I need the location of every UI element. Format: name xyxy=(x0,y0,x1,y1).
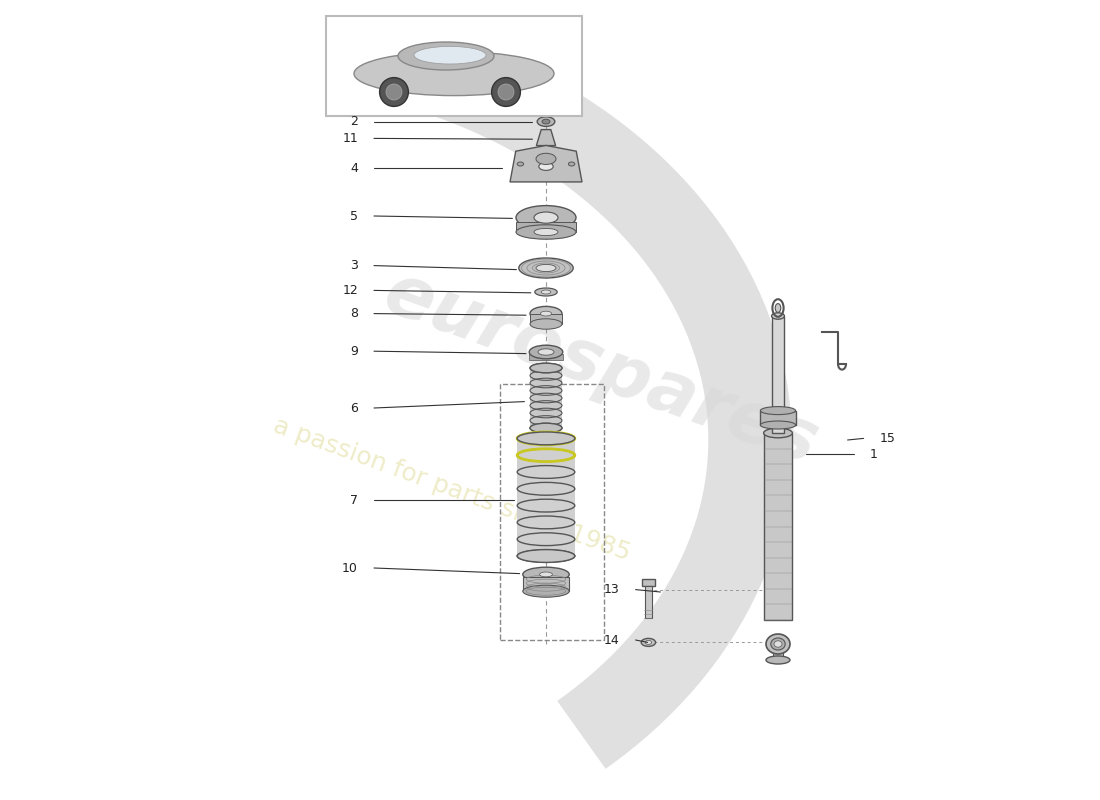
Bar xyxy=(500,384,604,640)
Ellipse shape xyxy=(646,640,651,645)
Ellipse shape xyxy=(771,313,784,319)
Polygon shape xyxy=(510,146,582,182)
Ellipse shape xyxy=(760,406,795,414)
Text: eurospares: eurospares xyxy=(374,258,827,479)
Text: 6: 6 xyxy=(350,402,358,414)
Text: 12: 12 xyxy=(342,284,358,297)
Ellipse shape xyxy=(766,634,790,654)
Text: 2: 2 xyxy=(350,115,358,128)
Bar xyxy=(326,16,582,116)
Bar xyxy=(522,577,569,591)
Ellipse shape xyxy=(763,428,792,438)
Text: a passion for parts since 1985: a passion for parts since 1985 xyxy=(270,413,634,565)
Ellipse shape xyxy=(535,288,558,296)
Ellipse shape xyxy=(517,432,575,445)
Bar xyxy=(763,433,792,620)
Ellipse shape xyxy=(766,656,790,664)
Ellipse shape xyxy=(530,318,562,330)
Ellipse shape xyxy=(542,119,550,124)
Ellipse shape xyxy=(517,550,575,562)
Polygon shape xyxy=(537,130,556,146)
Ellipse shape xyxy=(530,306,562,321)
Ellipse shape xyxy=(540,311,551,316)
Ellipse shape xyxy=(354,51,554,96)
Text: 14: 14 xyxy=(604,634,619,646)
Bar xyxy=(516,222,576,232)
Ellipse shape xyxy=(776,303,781,312)
Ellipse shape xyxy=(398,42,494,70)
Ellipse shape xyxy=(569,162,575,166)
Ellipse shape xyxy=(536,264,556,272)
Circle shape xyxy=(492,78,520,106)
Ellipse shape xyxy=(529,345,563,358)
Ellipse shape xyxy=(522,567,569,582)
Text: 3: 3 xyxy=(350,259,358,272)
Text: 7: 7 xyxy=(350,494,358,506)
Text: 9: 9 xyxy=(350,345,358,358)
Polygon shape xyxy=(642,579,654,586)
Ellipse shape xyxy=(760,421,795,429)
Ellipse shape xyxy=(519,258,573,278)
Ellipse shape xyxy=(774,641,782,647)
Circle shape xyxy=(386,84,402,100)
Circle shape xyxy=(498,84,514,100)
Circle shape xyxy=(379,78,408,106)
Ellipse shape xyxy=(537,117,554,126)
Bar xyxy=(771,316,784,433)
Ellipse shape xyxy=(530,423,562,433)
Bar xyxy=(760,410,795,425)
Text: 8: 8 xyxy=(350,307,358,320)
Text: 13: 13 xyxy=(604,583,619,596)
Bar xyxy=(773,642,783,660)
Ellipse shape xyxy=(516,225,576,239)
Ellipse shape xyxy=(536,154,556,165)
Text: 11: 11 xyxy=(342,132,358,145)
Text: 10: 10 xyxy=(342,562,358,574)
Text: 4: 4 xyxy=(350,162,358,174)
Ellipse shape xyxy=(414,46,486,64)
Ellipse shape xyxy=(538,349,554,355)
Bar xyxy=(529,354,563,360)
Ellipse shape xyxy=(641,638,656,646)
Bar xyxy=(517,438,575,556)
Ellipse shape xyxy=(522,586,569,597)
Text: 15: 15 xyxy=(880,432,895,445)
Ellipse shape xyxy=(534,212,558,223)
Ellipse shape xyxy=(516,206,576,230)
Ellipse shape xyxy=(771,638,785,650)
Ellipse shape xyxy=(541,290,551,294)
Text: 1: 1 xyxy=(870,448,878,461)
Bar xyxy=(646,586,651,618)
Bar xyxy=(530,314,562,324)
Ellipse shape xyxy=(530,363,562,373)
Ellipse shape xyxy=(540,572,552,577)
Ellipse shape xyxy=(517,162,524,166)
Bar xyxy=(530,368,562,428)
Text: 5: 5 xyxy=(350,210,358,222)
Ellipse shape xyxy=(539,162,553,170)
Ellipse shape xyxy=(534,229,558,235)
